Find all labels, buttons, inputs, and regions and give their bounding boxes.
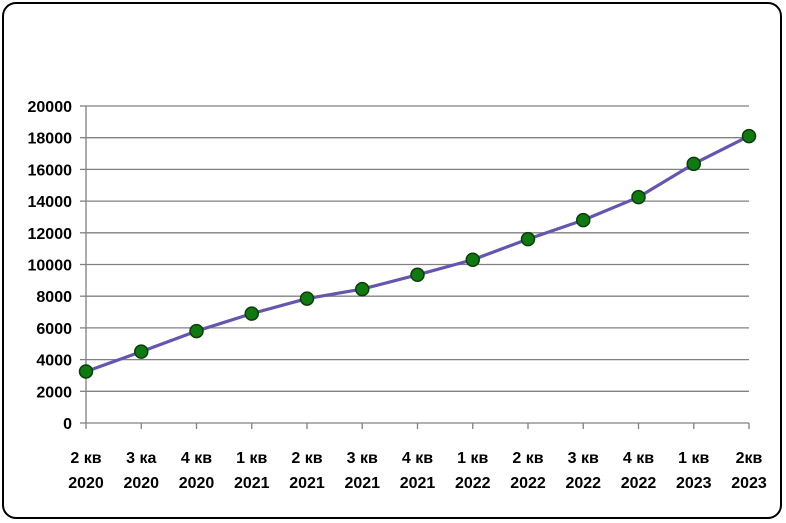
series-line-layer	[84, 134, 751, 374]
x-tick-label: 1 кв 2022	[455, 450, 491, 492]
x-tick-label: 4 кв 2022	[621, 450, 657, 492]
x-tick-label-year: 2021	[234, 475, 270, 492]
x-tick-label-quarter: 4 кв	[623, 450, 654, 467]
x-tick-labels: 2 кв 2020 3 ка 2020 4 кв 2020 1 кв 2021 2 кв 2021…	[68, 450, 767, 492]
x-tick-label-year: 2023	[731, 475, 767, 492]
data-point-marker	[78, 364, 94, 379]
series-markers	[78, 128, 757, 379]
data-point-marker	[576, 212, 591, 228]
x-tick-label-quarter: 1 кв	[457, 450, 488, 467]
gridlines	[86, 105, 749, 392]
x-tick-label-year: 2022	[621, 475, 657, 492]
x-tick-label: 3 ка 2020	[123, 450, 159, 492]
y-tick-label: 8000	[36, 289, 72, 306]
y-tick-label: 12000	[28, 226, 73, 243]
data-point-marker	[741, 128, 757, 144]
x-tick-label-year: 2020	[179, 475, 215, 492]
x-tick-label-quarter: 1 кв	[678, 450, 709, 467]
y-tick-label: 14000	[28, 194, 73, 211]
series-line	[84, 134, 751, 374]
x-tick-label-quarter: 3 кв	[347, 450, 378, 467]
x-tick-label: 2кв 2023	[731, 450, 767, 492]
y-tick-label: 18000	[28, 131, 73, 148]
x-tick-label: 4 кв 2021	[400, 450, 436, 492]
x-tick-label-quarter: 2кв	[736, 450, 763, 467]
data-point-marker	[631, 189, 646, 205]
x-tick-label: 2 кв 2022	[510, 450, 546, 492]
data-point-marker	[189, 323, 204, 339]
x-tick-label: 2 кв 2021	[289, 450, 325, 492]
y-tick-label: 10000	[28, 258, 73, 275]
axes	[80, 105, 750, 429]
x-tick-label-quarter: 3 кв	[568, 450, 599, 467]
x-tick-label: 2 кв 2020	[68, 450, 104, 492]
x-tick-label: 4 кв 2020	[179, 450, 215, 492]
x-tick-label-year: 2021	[400, 475, 436, 492]
x-tick-label-quarter: 4 кв	[181, 450, 212, 467]
y-tick-label: 20000	[28, 99, 73, 116]
data-point-marker	[299, 291, 315, 306]
data-point-marker	[520, 231, 536, 247]
data-point-marker	[355, 281, 370, 297]
y-tick-label: 6000	[36, 321, 72, 338]
x-tick-label-year: 2021	[289, 475, 325, 492]
x-tick-label: 1 кв 2021	[234, 450, 270, 492]
data-point-marker	[410, 267, 425, 283]
x-tick-label-quarter: 4 кв	[402, 450, 433, 467]
y-tick-label: 0	[63, 416, 72, 433]
x-tick-label-year: 2020	[123, 475, 159, 492]
x-tick-label-year: 2022	[565, 475, 601, 492]
x-tick-label-year: 2022	[510, 475, 546, 492]
y-tick-labels: 0 2000 4000 6000 8000 10000 12000 14000 16000 180…	[28, 99, 73, 433]
x-tick-label: 1 кв 2023	[676, 450, 712, 492]
data-point-marker	[465, 252, 480, 267]
x-tick-label: 3 кв 2021	[344, 450, 380, 492]
y-tick-label: 2000	[36, 384, 72, 401]
x-tick-label-year: 2022	[455, 475, 491, 492]
x-tick-label-quarter: 3 ка	[126, 450, 156, 467]
data-point-marker	[134, 344, 149, 359]
data-point-marker	[686, 156, 701, 172]
x-tick-label-year: 2020	[68, 475, 104, 492]
x-tick-label-year: 2023	[676, 475, 712, 492]
x-tick-label: 3 кв 2022	[565, 450, 601, 492]
x-tick-label-quarter: 1 кв	[236, 450, 267, 467]
x-tick-label-year: 2021	[344, 475, 380, 492]
x-tick-label-quarter: 2 кв	[512, 450, 543, 467]
y-tick-label: 4000	[36, 353, 72, 370]
data-point-marker	[244, 306, 259, 321]
x-tick-label-quarter: 2 кв	[70, 450, 101, 467]
x-tick-label-quarter: 2 кв	[291, 450, 322, 467]
y-tick-label: 16000	[28, 162, 73, 179]
